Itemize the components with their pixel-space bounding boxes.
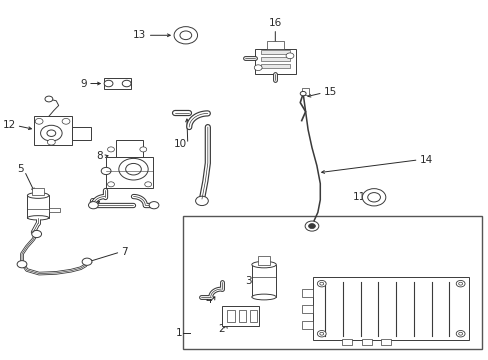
Bar: [257, 256, 270, 265]
Circle shape: [317, 330, 325, 337]
Bar: [312, 277, 468, 340]
Circle shape: [458, 332, 462, 335]
Bar: [266, 41, 284, 49]
Bar: [32, 188, 44, 195]
Bar: [302, 305, 312, 313]
Circle shape: [305, 221, 318, 231]
Circle shape: [88, 202, 98, 209]
Text: 16: 16: [268, 18, 282, 28]
Circle shape: [107, 182, 114, 187]
Circle shape: [82, 258, 92, 265]
Circle shape: [319, 282, 323, 285]
Text: 4: 4: [205, 295, 212, 305]
Bar: [254, 49, 295, 74]
Circle shape: [32, 230, 41, 238]
Circle shape: [174, 27, 197, 44]
Circle shape: [149, 202, 159, 209]
Circle shape: [35, 118, 43, 124]
Bar: [342, 339, 351, 345]
Bar: [183, 216, 481, 349]
Text: 3: 3: [244, 276, 251, 286]
Bar: [302, 321, 312, 329]
Bar: [238, 310, 245, 322]
Circle shape: [180, 31, 191, 40]
Ellipse shape: [27, 193, 49, 198]
Bar: [260, 57, 289, 61]
Text: 6: 6: [88, 198, 95, 208]
Text: 9: 9: [80, 78, 87, 89]
Bar: [249, 310, 257, 322]
Bar: [116, 140, 143, 157]
Circle shape: [317, 280, 325, 287]
Circle shape: [195, 196, 208, 206]
Bar: [106, 157, 153, 188]
Bar: [302, 88, 308, 95]
Text: 7: 7: [121, 247, 128, 257]
Circle shape: [308, 224, 315, 229]
Circle shape: [47, 130, 56, 136]
Circle shape: [47, 139, 55, 145]
Bar: [251, 265, 276, 297]
Bar: [104, 78, 131, 89]
Text: 15: 15: [323, 87, 336, 97]
Text: 14: 14: [419, 155, 432, 165]
Text: 1: 1: [175, 328, 182, 338]
Bar: [260, 64, 289, 68]
Bar: [27, 195, 49, 218]
Circle shape: [122, 80, 131, 87]
Text: 8: 8: [96, 150, 102, 161]
Circle shape: [367, 193, 380, 202]
Circle shape: [119, 158, 148, 180]
Bar: [222, 306, 259, 326]
Circle shape: [45, 96, 53, 102]
Text: 13: 13: [132, 30, 145, 40]
Circle shape: [104, 80, 113, 87]
Text: 5: 5: [17, 164, 23, 174]
Bar: [227, 310, 234, 322]
Circle shape: [455, 330, 464, 337]
Ellipse shape: [27, 216, 49, 220]
Text: 12: 12: [2, 120, 16, 130]
Circle shape: [300, 91, 305, 96]
Circle shape: [140, 147, 146, 152]
Bar: [34, 116, 72, 145]
Circle shape: [17, 261, 27, 268]
Text: 10: 10: [173, 139, 186, 149]
Text: 2: 2: [218, 324, 224, 334]
Bar: [72, 127, 91, 140]
Circle shape: [101, 167, 111, 175]
Bar: [260, 50, 289, 54]
Circle shape: [319, 332, 323, 335]
Circle shape: [41, 125, 62, 141]
Circle shape: [362, 189, 385, 206]
Circle shape: [285, 53, 293, 59]
Circle shape: [107, 147, 114, 152]
Ellipse shape: [251, 261, 276, 268]
Circle shape: [254, 65, 262, 71]
Circle shape: [458, 282, 462, 285]
Circle shape: [125, 163, 141, 175]
Ellipse shape: [251, 294, 276, 300]
Text: 11: 11: [352, 192, 365, 202]
Bar: [381, 339, 390, 345]
Bar: [361, 339, 371, 345]
Bar: [302, 289, 312, 297]
Circle shape: [144, 182, 151, 187]
Bar: [49, 208, 60, 212]
Circle shape: [455, 280, 464, 287]
Circle shape: [62, 118, 70, 124]
